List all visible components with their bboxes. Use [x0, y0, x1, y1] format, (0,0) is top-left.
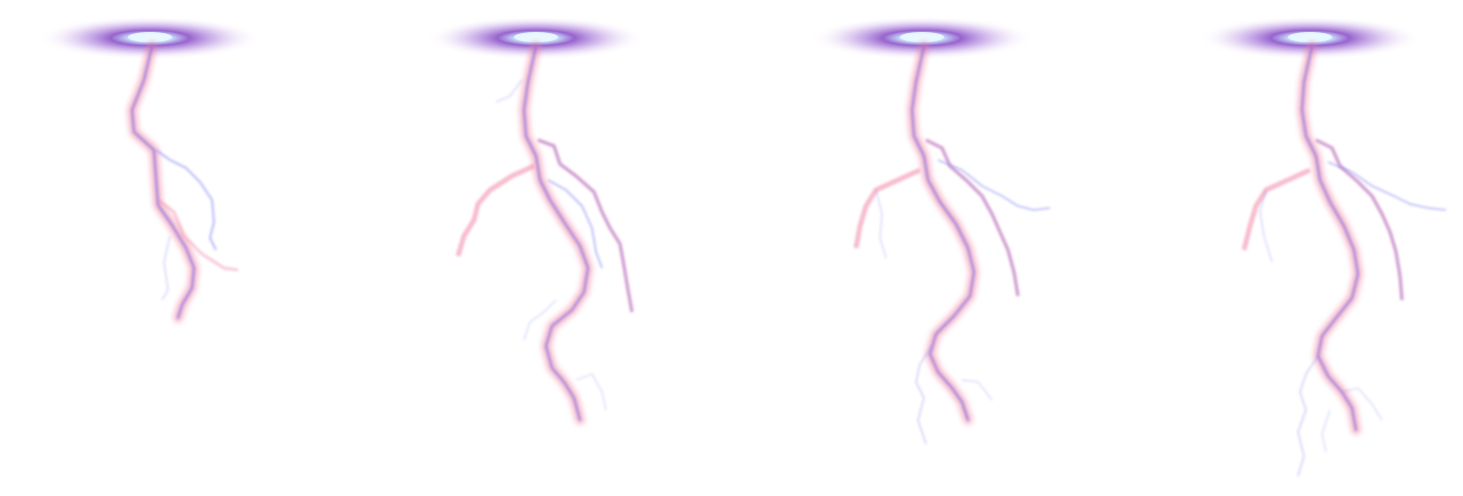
lightning-bolt-icon: [853, 41, 1051, 445]
lightning-frame-1: [38, 16, 262, 323]
lightning-frame-3: [810, 16, 1051, 445]
lightning-bolt-icon: [127, 41, 239, 323]
lightning-bolt-icon: [455, 41, 634, 425]
lightning-bolt-icon: [1241, 41, 1447, 477]
lightning-frame-2: [426, 16, 646, 425]
lightning-frame-4: [1198, 16, 1447, 477]
